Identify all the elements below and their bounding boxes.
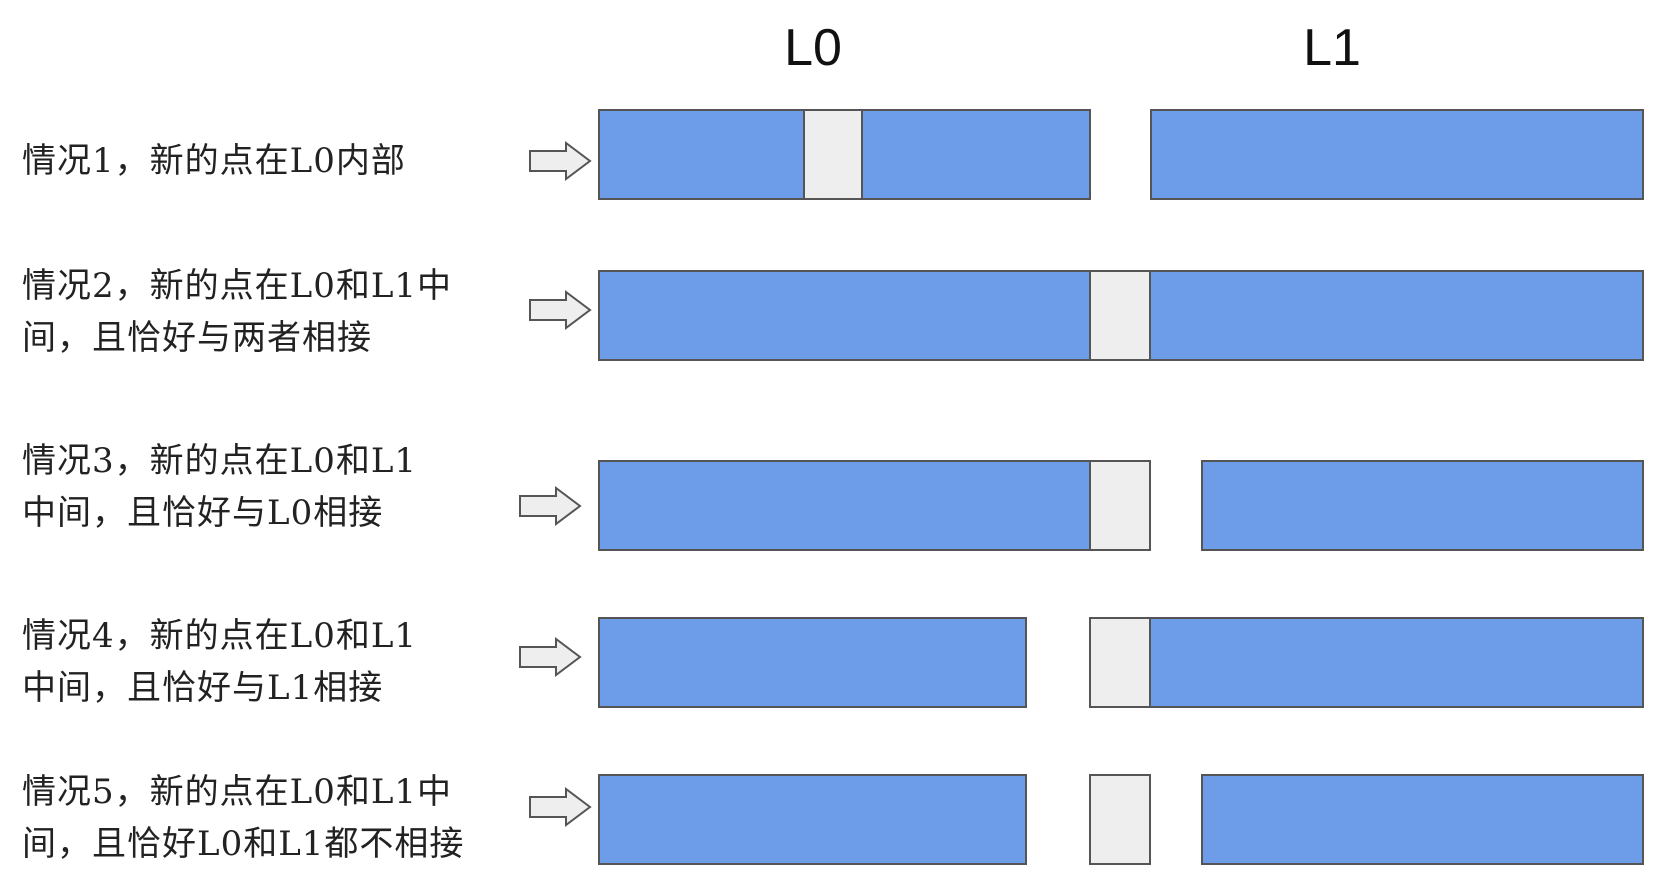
case-5-interval-l0 [598,774,1027,865]
case-2-label: 情况2，新的点在L0和L1中 间，且恰好与两者相接 [22,266,453,358]
right-arrow-icon [529,290,592,330]
right-arrow-icon [529,787,592,827]
case-3-interval-l0 [598,460,1091,551]
case-4-interval-l1 [1149,617,1644,708]
case-5-label: 情况5，新的点在L0和L1中 间，且恰好L0和L1都不相接 [22,772,465,864]
case-2-interval-l1 [1149,270,1644,361]
case-1-interval-l1 [1150,109,1644,200]
case-5-interval-l1 [1201,774,1644,865]
right-arrow-icon [519,637,582,677]
case-1-new-point [803,109,863,200]
case-4-new-point [1089,617,1151,708]
case-4-label: 情况4，新的点在L0和L1 中间，且恰好与L1相接 [22,616,418,708]
case-3-interval-l1 [1201,460,1644,551]
case-4-interval-l0 [598,617,1027,708]
case-2-new-point [1089,270,1151,361]
header-l1: L1 [1303,19,1361,77]
case-1-label: 情况1，新的点在L0内部 [22,141,406,181]
case-5-new-point [1089,774,1151,865]
right-arrow-icon [519,486,582,526]
case-2-interval-l0 [598,270,1091,361]
case-3-label: 情况3，新的点在L0和L1 中间，且恰好与L0相接 [22,441,418,533]
right-arrow-icon [529,141,592,181]
header-l0: L0 [784,19,842,77]
case-3-new-point [1089,460,1151,551]
